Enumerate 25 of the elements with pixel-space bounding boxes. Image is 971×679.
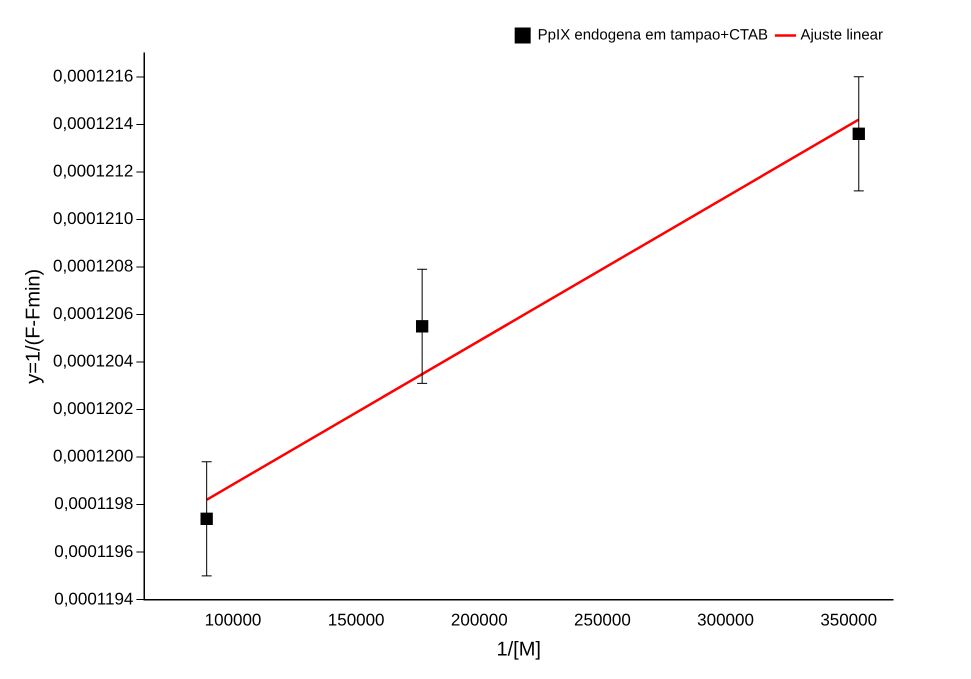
y-tick-label: 0,0001206 — [52, 304, 134, 324]
x-tick-label: 250000 — [574, 610, 631, 630]
y-tick-label: 0,0001210 — [52, 209, 134, 228]
y-tick-label: 0,0001196 — [54, 542, 134, 561]
x-tick-label: 100000 — [204, 610, 262, 630]
legend-label: PpIX endogena em tampao+CTAB — [538, 26, 768, 44]
y-tick-label: 0,0001212 — [52, 162, 134, 181]
x-tick-label: 350000 — [820, 610, 878, 630]
y-tick-label: 0,0001194 — [54, 589, 134, 608]
y-tick-label: 0,0001216 — [52, 66, 134, 86]
x-tick-label: 300000 — [697, 610, 754, 630]
x-tick-label: 200000 — [450, 610, 508, 630]
y-axis-title: y=1/(F-Fmin) — [22, 268, 45, 384]
y-tick-label: 0,0001204 — [52, 352, 134, 371]
x-tick-label: 150000 — [328, 610, 385, 630]
point — [852, 128, 865, 140]
point — [416, 320, 428, 332]
y-tick-label: 0,0001208 — [52, 256, 134, 276]
y-tick-label: 0,0001198 — [54, 494, 134, 514]
x-axis-title: 1/[M] — [496, 638, 541, 661]
legend-label: Ajuste linear — [800, 26, 884, 44]
y-tick-label: 0,0001214 — [52, 114, 134, 133]
y-tick-label: 0,0001202 — [52, 399, 134, 418]
y-tick-label: 0,0001200 — [52, 446, 134, 466]
point — [200, 512, 213, 525]
